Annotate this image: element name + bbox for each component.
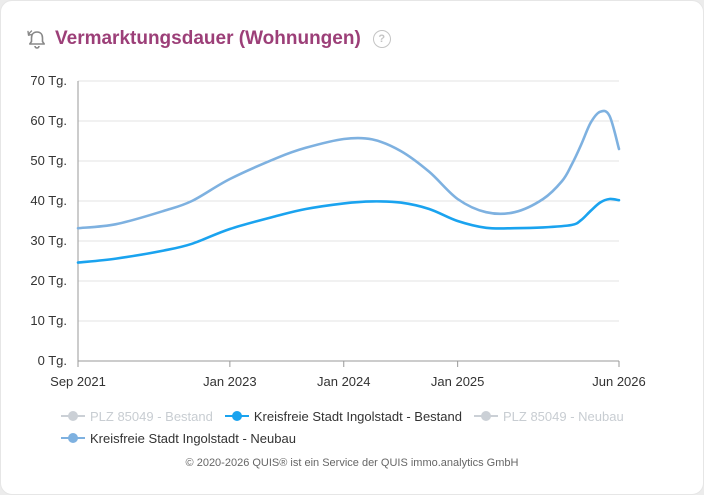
y-tick-label: 20 Tg. (30, 273, 67, 288)
legend-item-ingolstadt-bestand[interactable]: Kreisfreie Stadt Ingolstadt - Bestand (224, 408, 462, 424)
card-header: Vermarktungsdauer (Wohnungen) ? (25, 25, 391, 53)
series-line-kreisfreie-stadt-ingolstadt-neubau (76, 109, 621, 230)
legend-item-plz-neubau[interactable]: PLZ 85049 - Neubau (473, 408, 624, 424)
chart-legend: PLZ 85049 - Bestand Kreisfreie Stadt Ing… (61, 405, 661, 449)
legend-label: Kreisfreie Stadt Ingolstadt - Neubau (90, 430, 296, 446)
y-tick-label: 40 Tg. (30, 193, 67, 208)
x-tick-label: Jun 2026 (592, 374, 646, 389)
y-tick-label: 10 Tg. (30, 313, 67, 328)
axes: 0 Tg. 10 Tg. 20 Tg. 30 Tg. 40 Tg. 50 Tg. 60 Tg… (30, 73, 645, 389)
help-icon[interactable]: ? (372, 30, 391, 48)
legend-marker-icon (473, 411, 498, 421)
legend-item-plz-bestand[interactable]: PLZ 85049 - Bestand (61, 409, 213, 424)
x-tick-label: Jan 2025 (431, 374, 485, 389)
chart-title: Vermarktungsdauer (Wohnungen) (55, 28, 361, 49)
legend-label: PLZ 85049 - Neubau (502, 408, 624, 424)
bell-history-icon (27, 30, 45, 49)
y-tick-label: 30 Tg. (30, 233, 67, 248)
legend-item-ingolstadt-neubau[interactable]: Kreisfreie Stadt Ingolstadt - Neubau (61, 431, 296, 446)
y-tick-label: 70 Tg. (30, 73, 67, 88)
x-tick-label: Sep 2021 (50, 374, 106, 389)
grid-lines (78, 80, 619, 322)
x-tick-label: Jan 2023 (203, 374, 257, 389)
series-line-kreisfreie-stadt-ingolstadt-bestand (76, 197, 621, 264)
y-tick-label: 60 Tg. (30, 113, 67, 128)
y-tick-label: 50 Tg. (30, 153, 67, 168)
legend-row: PLZ 85049 - Bestand Kreisfreie Stadt Ing… (61, 405, 661, 427)
x-tick-label: Jan 2024 (317, 374, 371, 389)
legend-marker-icon (224, 411, 249, 421)
series-lines (76, 109, 621, 264)
legend-row: Kreisfreie Stadt Ingolstadt - Neubau (61, 427, 661, 449)
legend-label: Kreisfreie Stadt Ingolstadt - Bestand (253, 408, 462, 424)
y-tick-label: 0 Tg. (38, 353, 67, 368)
legend-marker-icon (61, 433, 85, 443)
legend-marker-icon (61, 411, 85, 421)
line-chart: 0 Tg. 10 Tg. 20 Tg. 30 Tg. 40 Tg. 50 Tg. 60 Tg… (30, 73, 645, 389)
copyright-footer: © 2020-2026 QUIS® ist ein Service der QU… (185, 457, 519, 469)
legend-label: PLZ 85049 - Bestand (90, 408, 213, 424)
